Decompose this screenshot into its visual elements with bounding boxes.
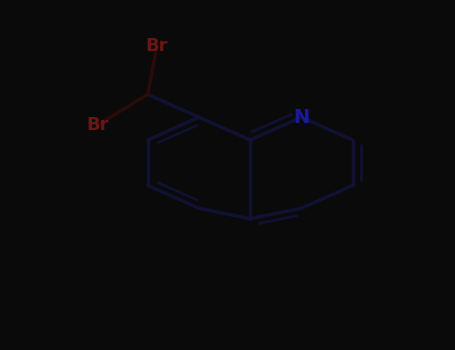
Text: Br: Br	[86, 116, 109, 134]
Text: N: N	[293, 108, 309, 127]
Text: Br: Br	[146, 37, 168, 55]
